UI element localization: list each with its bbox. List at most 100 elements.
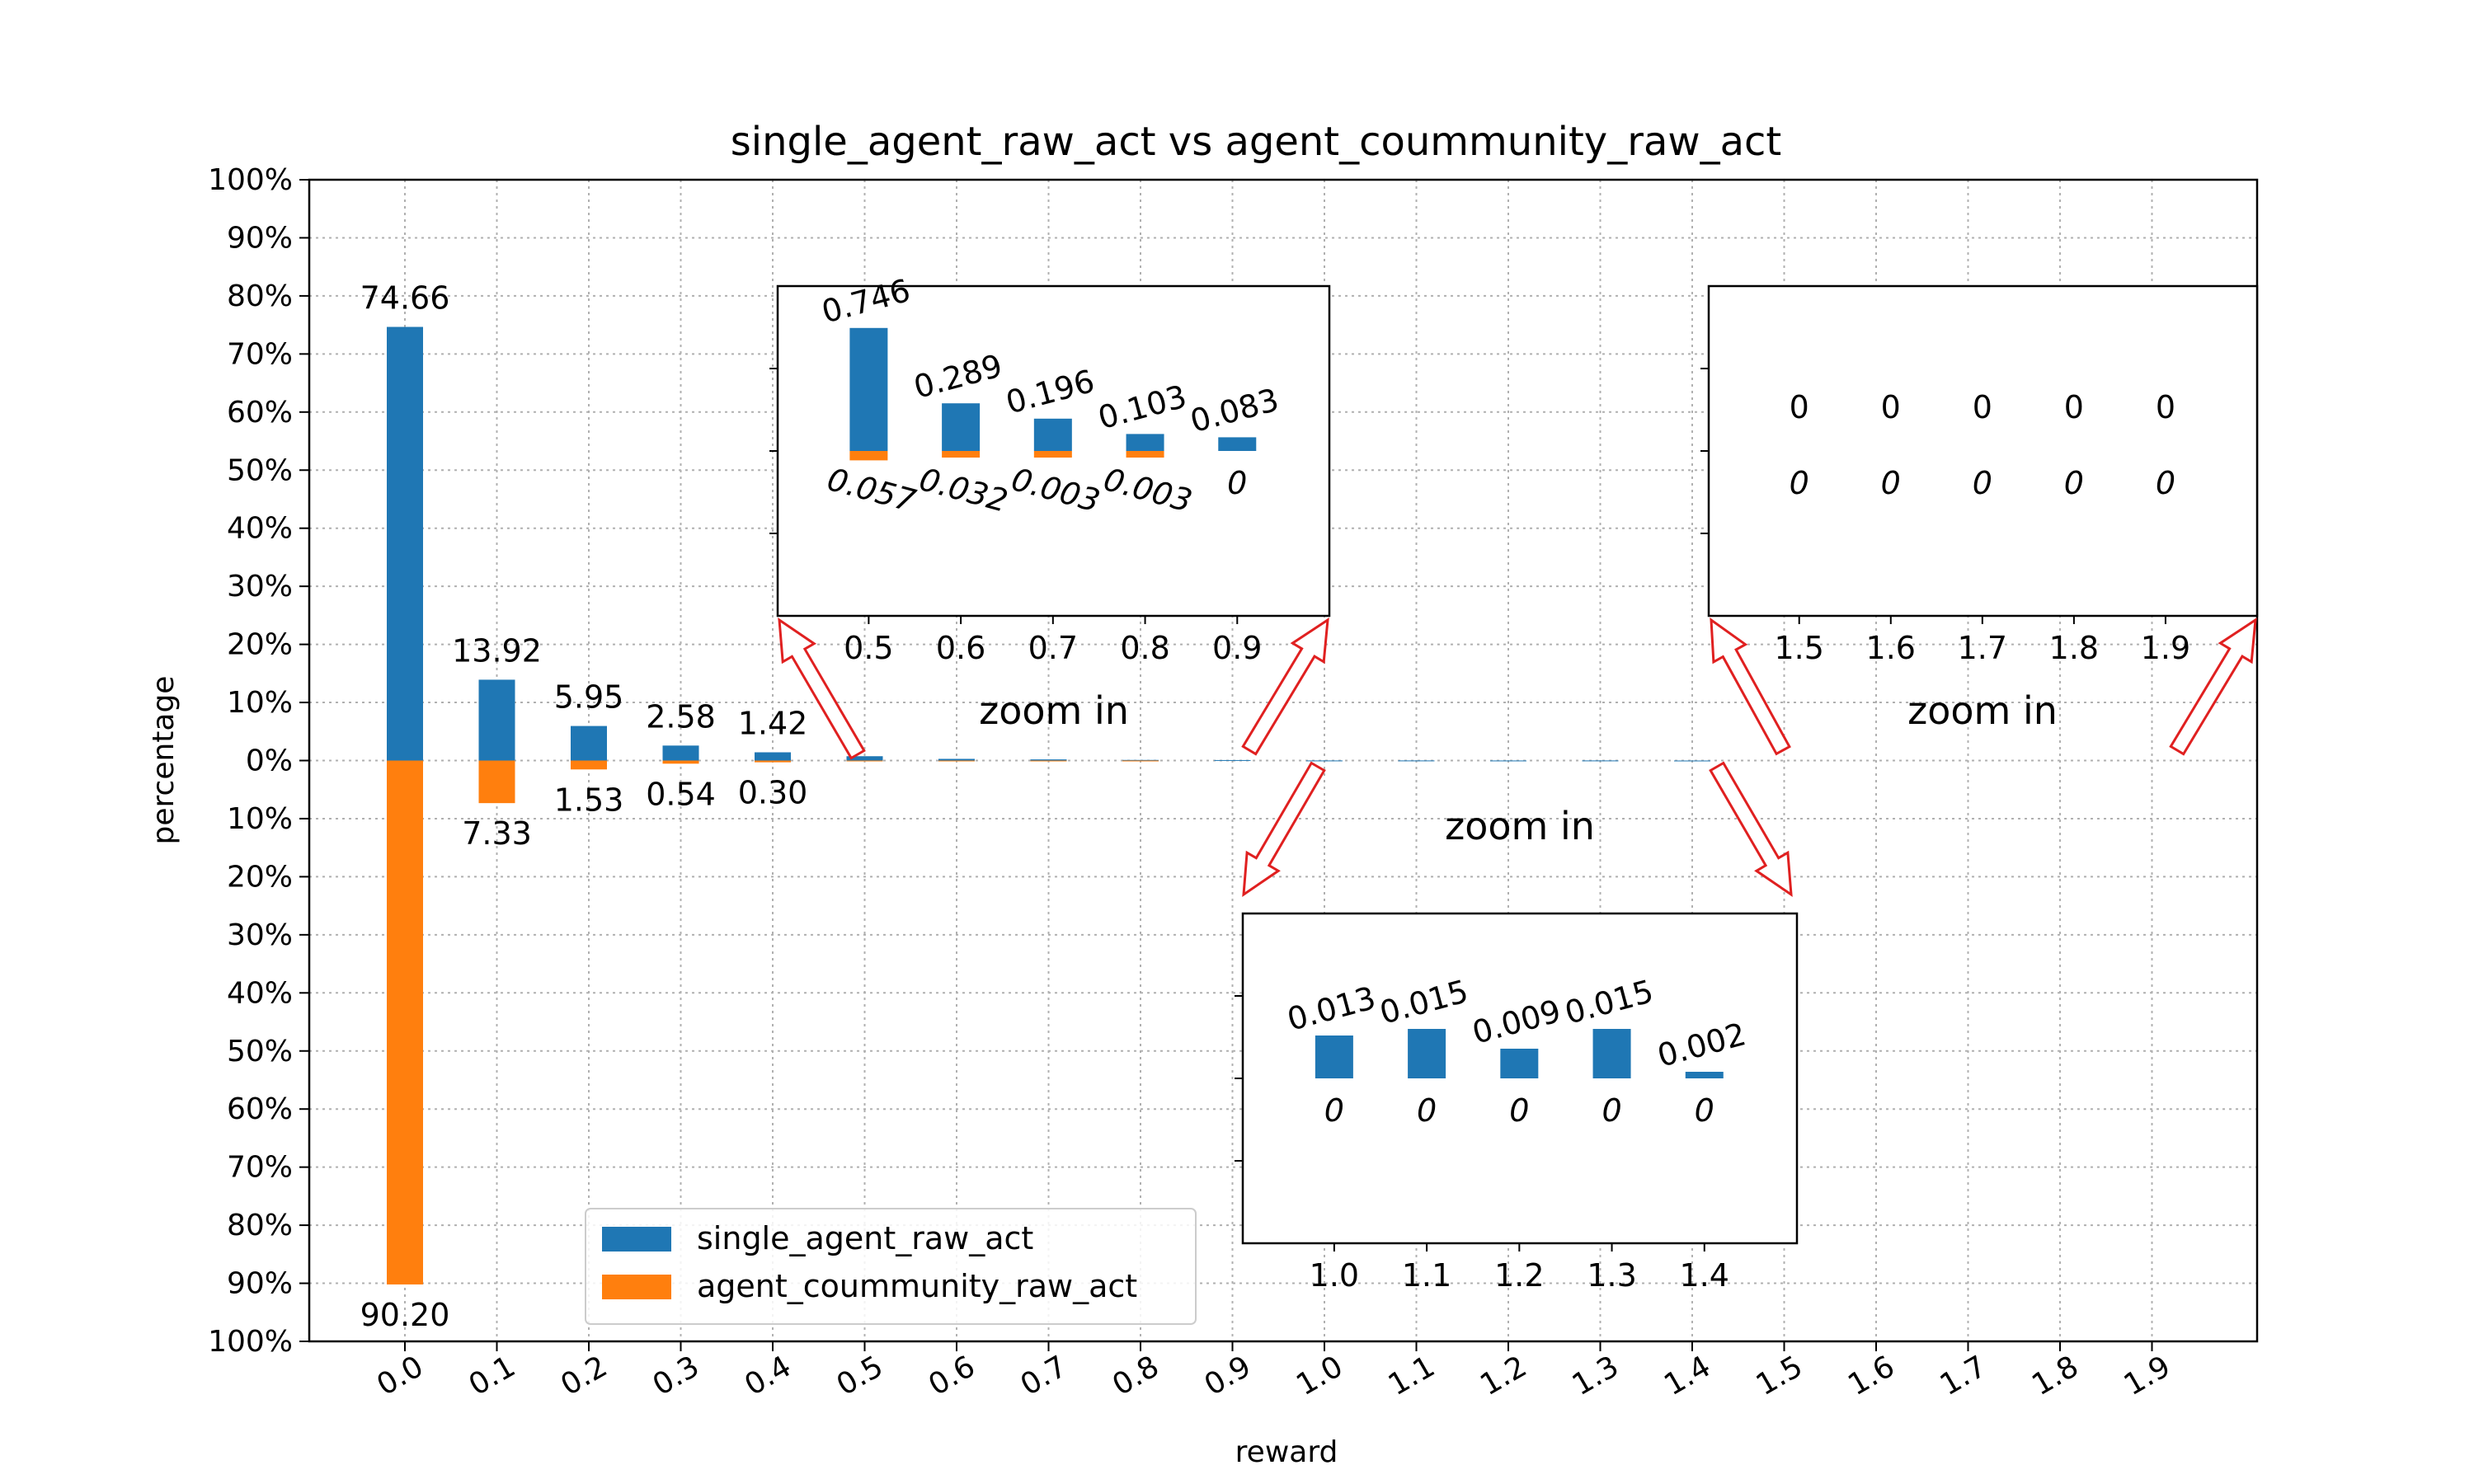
bar-single_agent_raw_act xyxy=(662,745,699,761)
x-tick-label: 0.7 xyxy=(1015,1350,1073,1402)
x-tick-label: 1.4 xyxy=(1658,1350,1716,1402)
bar-single_agent_raw_act xyxy=(938,758,975,761)
x-axis-label: reward xyxy=(1235,1435,1338,1469)
main-bars: 74.66 90.20 13.92 7.33 5.95 1.53 2.58 0.54 1.42 0… xyxy=(360,280,1710,1333)
bar-single_agent_raw_act xyxy=(846,756,883,761)
bar-single_agent_raw_act xyxy=(478,679,515,761)
x-tick-label: 0.3 xyxy=(647,1350,705,1402)
inset-label-single_agent_raw_act: 0 xyxy=(2064,389,2084,425)
legend-swatch xyxy=(602,1227,671,1252)
y-tick-label: 0% xyxy=(246,744,293,778)
y-tick-label: 100% xyxy=(208,1325,293,1359)
inset-bar-agent_coummunity_raw_act xyxy=(1033,451,1072,458)
inset-label-agent_coummunity_raw_act: 0 xyxy=(1881,465,1901,501)
inset-x-tick-label: 1.6 xyxy=(1866,630,1916,666)
inset-label-agent_coummunity_raw_act: 0 xyxy=(1417,1092,1437,1129)
data-label-agent_coummunity_raw_act: 7.33 xyxy=(462,815,532,852)
y-tick-label: 60% xyxy=(227,396,293,430)
inset-background xyxy=(1709,286,2257,616)
bar-agent_coummunity_raw_act xyxy=(387,760,423,1284)
legend: single_agent_raw_act agent_coummunity_raw… xyxy=(585,1208,1197,1325)
x-tick-label: 0.1 xyxy=(463,1350,521,1402)
inset-1: 0.50.7460.0570.60.2890.0320.70.1960.0030… xyxy=(769,272,1331,733)
y-tick-label: 40% xyxy=(227,512,293,546)
inset-bar-single_agent_raw_act xyxy=(849,327,888,451)
data-label-agent_coummunity_raw_act: 1.53 xyxy=(554,782,624,818)
inset-x-tick-label: 1.4 xyxy=(1680,1257,1729,1294)
inset-x-tick-label: 1.9 xyxy=(2141,630,2190,666)
y-tick-label: 20% xyxy=(227,860,293,894)
y-tick-label: 30% xyxy=(227,570,293,603)
y-tick-label: 10% xyxy=(227,686,293,720)
data-label-single_agent_raw_act: 74.66 xyxy=(360,280,450,317)
x-tick-label: 0.6 xyxy=(923,1350,981,1402)
bar-single_agent_raw_act xyxy=(1306,760,1343,762)
inset-bar-single_agent_raw_act xyxy=(1592,1029,1631,1078)
y-tick-label: 100% xyxy=(208,163,293,197)
bar-single_agent_raw_act xyxy=(755,752,791,761)
inset-label-agent_coummunity_raw_act: 0 xyxy=(1695,1092,1714,1129)
zoom-arrow xyxy=(1241,618,1329,756)
inset-bar-single_agent_raw_act xyxy=(1218,437,1257,451)
data-label-single_agent_raw_act: 2.58 xyxy=(646,698,716,735)
x-tick-label: 0.9 xyxy=(1199,1350,1257,1402)
inset-bar-single_agent_raw_act xyxy=(1408,1029,1446,1078)
x-tick-label: 1.9 xyxy=(2119,1350,2176,1402)
inset-x-tick-label: 1.2 xyxy=(1494,1257,1544,1294)
inset-frame xyxy=(1241,912,1799,1245)
bar-single_agent_raw_act xyxy=(1674,760,1710,762)
inset-x-tick-label: 1.8 xyxy=(2049,630,2099,666)
inset-x-tick-label: 0.7 xyxy=(1028,630,1078,666)
y-tick-label: 60% xyxy=(227,1092,293,1126)
y-tick-label: 50% xyxy=(227,453,293,487)
legend-swatch xyxy=(602,1275,671,1299)
y-tick-label: 80% xyxy=(227,279,293,313)
inset-x-tick-label: 0.9 xyxy=(1212,630,1262,666)
inset-bar-single_agent_raw_act xyxy=(1315,1036,1353,1078)
inset-bar-single_agent_raw_act xyxy=(942,403,981,451)
inset-label-agent_coummunity_raw_act: 0 xyxy=(1227,465,1247,501)
x-tick-label: 0.2 xyxy=(555,1350,613,1402)
inset-label-agent_coummunity_raw_act: 0 xyxy=(1790,465,1809,501)
x-tick-label: 1.3 xyxy=(1567,1350,1625,1402)
bar-agent_coummunity_raw_act xyxy=(938,760,975,762)
x-tick-label: 1.0 xyxy=(1291,1350,1348,1402)
y-tick-label: 40% xyxy=(227,976,293,1010)
legend-label: single_agent_raw_act xyxy=(697,1220,1033,1256)
zoom-arrow xyxy=(1710,617,1791,756)
inset-caption: zoom in xyxy=(979,688,1129,733)
bar-single_agent_raw_act xyxy=(1582,760,1619,762)
x-tick-label: 1.5 xyxy=(1751,1350,1808,1402)
inset-3: 1.5 0 0 1.6 0 0 1.7 0 0 1.8 0 0 1.9 0 0 zoom in xyxy=(1700,284,2259,733)
data-label-single_agent_raw_act: 1.42 xyxy=(738,705,808,741)
bar-agent_coummunity_raw_act xyxy=(571,760,607,770)
x-tick-label: 1.6 xyxy=(1842,1350,1900,1402)
inset-frame xyxy=(1707,284,2259,618)
inset-bar-agent_coummunity_raw_act xyxy=(849,451,888,461)
y-tick-label: 70% xyxy=(227,337,293,371)
inset-label-single_agent_raw_act: 0 xyxy=(1790,389,1809,425)
y-tick-label: 20% xyxy=(227,628,293,662)
bar-single_agent_raw_act xyxy=(1030,759,1067,761)
bar-agent_coummunity_raw_act xyxy=(1030,760,1067,762)
y-tick-label: 70% xyxy=(227,1151,293,1185)
inset-x-tick-label: 0.6 xyxy=(936,630,985,666)
inset-bar-single_agent_raw_act xyxy=(1033,418,1072,451)
y-tick-label: 30% xyxy=(227,918,293,952)
inset-label-agent_coummunity_raw_act: 0 xyxy=(1324,1092,1344,1129)
bar-single_agent_raw_act xyxy=(571,726,607,761)
data-label-single_agent_raw_act: 13.92 xyxy=(452,632,542,669)
zoom-arrows xyxy=(778,617,2257,898)
inset-label-agent_coummunity_raw_act: 0 xyxy=(2064,465,2084,501)
zoom-arrow xyxy=(778,617,866,760)
data-label-agent_coummunity_raw_act: 0.54 xyxy=(646,776,716,812)
x-tick-label: 1.2 xyxy=(1475,1350,1532,1402)
inset-x-tick-label: 1.1 xyxy=(1402,1257,1451,1294)
y-tick-label: 10% xyxy=(227,802,293,836)
chart-title: single_agent_raw_act vs agent_coummunity… xyxy=(731,119,1782,165)
inset-bar-single_agent_raw_act xyxy=(1685,1072,1724,1078)
inset-x-tick-label: 1.0 xyxy=(1310,1257,1359,1294)
data-label-agent_coummunity_raw_act: 0.30 xyxy=(738,775,808,811)
x-tick-label: 0.0 xyxy=(371,1350,429,1402)
x-tick-label: 1.1 xyxy=(1383,1350,1441,1402)
